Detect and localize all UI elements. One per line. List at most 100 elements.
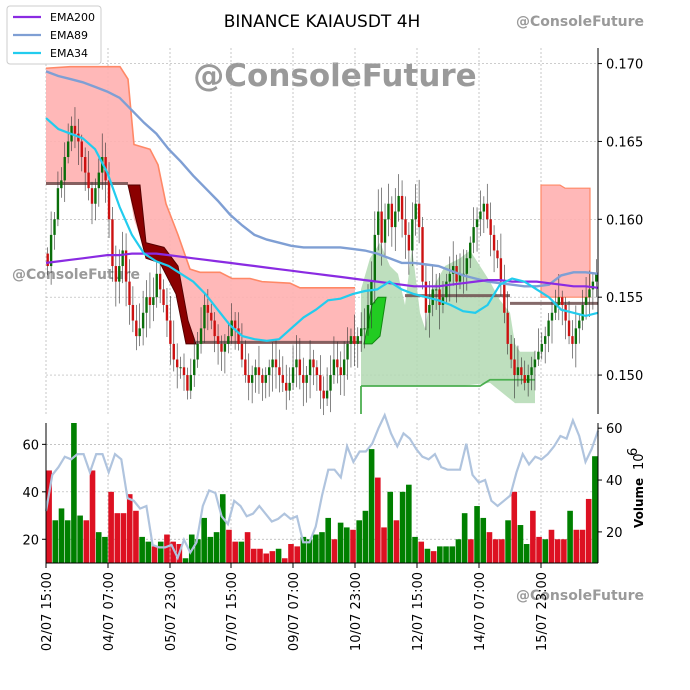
candle-body bbox=[407, 234, 411, 251]
candle-body bbox=[97, 172, 101, 189]
volume-bar bbox=[368, 449, 375, 563]
volume-bar bbox=[455, 539, 462, 563]
candle-body bbox=[152, 297, 155, 305]
volume-bar bbox=[554, 539, 561, 563]
candle-body bbox=[428, 304, 431, 313]
candle-body bbox=[567, 320, 571, 337]
candle-body bbox=[370, 281, 373, 305]
candle-body bbox=[322, 390, 325, 399]
volume-bar bbox=[344, 527, 350, 563]
candle-body bbox=[581, 304, 584, 321]
candle-body bbox=[588, 289, 591, 298]
candle-body bbox=[513, 359, 516, 376]
candle-body bbox=[172, 343, 175, 360]
candle-body bbox=[479, 211, 482, 220]
volume-bar bbox=[325, 517, 332, 563]
volume-trend-line bbox=[44, 412, 600, 561]
candle-body bbox=[469, 242, 472, 259]
volume-bar bbox=[561, 539, 567, 563]
volume-bar bbox=[213, 532, 220, 563]
candle-body bbox=[131, 304, 135, 321]
candle-body bbox=[346, 343, 349, 360]
legend-frame bbox=[6, 5, 102, 65]
volume-bar bbox=[375, 477, 381, 563]
volume-bar bbox=[244, 532, 251, 563]
volume-bar bbox=[542, 539, 549, 563]
candle-body bbox=[90, 188, 94, 204]
candle-body bbox=[46, 253, 49, 267]
candle-body bbox=[373, 234, 377, 282]
price-tick-label: 0.160 bbox=[606, 213, 643, 228]
candle-body bbox=[397, 195, 400, 212]
volume-bar bbox=[164, 534, 170, 563]
bullish-breakout bbox=[363, 296, 387, 345]
volume-bar bbox=[406, 484, 412, 563]
volume-bar bbox=[58, 508, 65, 563]
candle-body bbox=[244, 359, 247, 376]
candle-body bbox=[543, 336, 547, 344]
volume-bar bbox=[275, 548, 282, 563]
volume-bar bbox=[505, 520, 511, 563]
x-tick-label: 05/07 23:00 bbox=[164, 572, 179, 651]
candle-body bbox=[213, 320, 216, 337]
candle-body bbox=[377, 211, 380, 235]
support-cloud-edge bbox=[360, 378, 535, 414]
candle-body bbox=[448, 273, 451, 282]
candle-body bbox=[465, 258, 469, 274]
candle-body bbox=[458, 273, 462, 282]
volume-bar bbox=[331, 539, 338, 563]
candle-body bbox=[291, 367, 295, 383]
candle-body bbox=[107, 180, 111, 220]
volume-bar bbox=[592, 456, 598, 563]
candle-body bbox=[308, 359, 312, 376]
x-tick-label: 14/07 07:00 bbox=[473, 572, 488, 651]
candle-body bbox=[540, 343, 543, 352]
resistance-cloud bbox=[46, 66, 355, 344]
volume-bar bbox=[418, 541, 425, 563]
candle-body bbox=[66, 141, 70, 158]
volume-bar bbox=[120, 513, 127, 563]
candle-body bbox=[223, 343, 227, 352]
price-tick-label: 0.155 bbox=[606, 291, 643, 306]
candle-body bbox=[319, 375, 322, 391]
volume-bar bbox=[548, 529, 555, 563]
x-tick-label: 09/07 07:00 bbox=[287, 572, 302, 651]
volume-bar bbox=[312, 534, 319, 563]
candle-body bbox=[574, 328, 578, 344]
volume-bar bbox=[573, 529, 580, 563]
candle-body bbox=[145, 297, 148, 313]
candle-body bbox=[220, 343, 223, 352]
volume-bar bbox=[226, 529, 232, 563]
candle-body bbox=[486, 203, 489, 220]
candle-body bbox=[315, 367, 319, 376]
candle-body bbox=[49, 234, 53, 267]
candle-body bbox=[353, 336, 356, 344]
volume-bar bbox=[381, 527, 387, 563]
candle-body bbox=[475, 219, 479, 228]
candle-body bbox=[261, 375, 264, 383]
candle-body bbox=[155, 273, 158, 298]
candle-body bbox=[250, 375, 254, 383]
volume-bar bbox=[461, 513, 468, 563]
volume-bar bbox=[399, 491, 406, 563]
candle-body bbox=[186, 375, 189, 391]
candle-body bbox=[383, 219, 387, 243]
candle-body bbox=[288, 382, 291, 391]
volume-panel: 20 40 60 20 40 60 bbox=[22, 412, 623, 564]
candle-body bbox=[503, 281, 506, 313]
candle-body bbox=[482, 203, 486, 212]
volume-bar bbox=[133, 510, 139, 563]
volume-bar bbox=[64, 520, 71, 563]
candle-body bbox=[509, 343, 513, 360]
candle-body bbox=[359, 328, 363, 337]
candle-body bbox=[295, 359, 298, 368]
volume-bar bbox=[238, 541, 245, 563]
candle-body bbox=[73, 125, 77, 134]
volume-bar bbox=[362, 510, 369, 563]
legend: EMA200 EMA89 EMA34 bbox=[6, 5, 102, 65]
volume-bar bbox=[281, 558, 288, 563]
candle-body bbox=[196, 343, 199, 360]
candle-body bbox=[298, 359, 302, 376]
volume-bar bbox=[250, 548, 257, 563]
price-tick-label: 0.150 bbox=[606, 369, 643, 384]
